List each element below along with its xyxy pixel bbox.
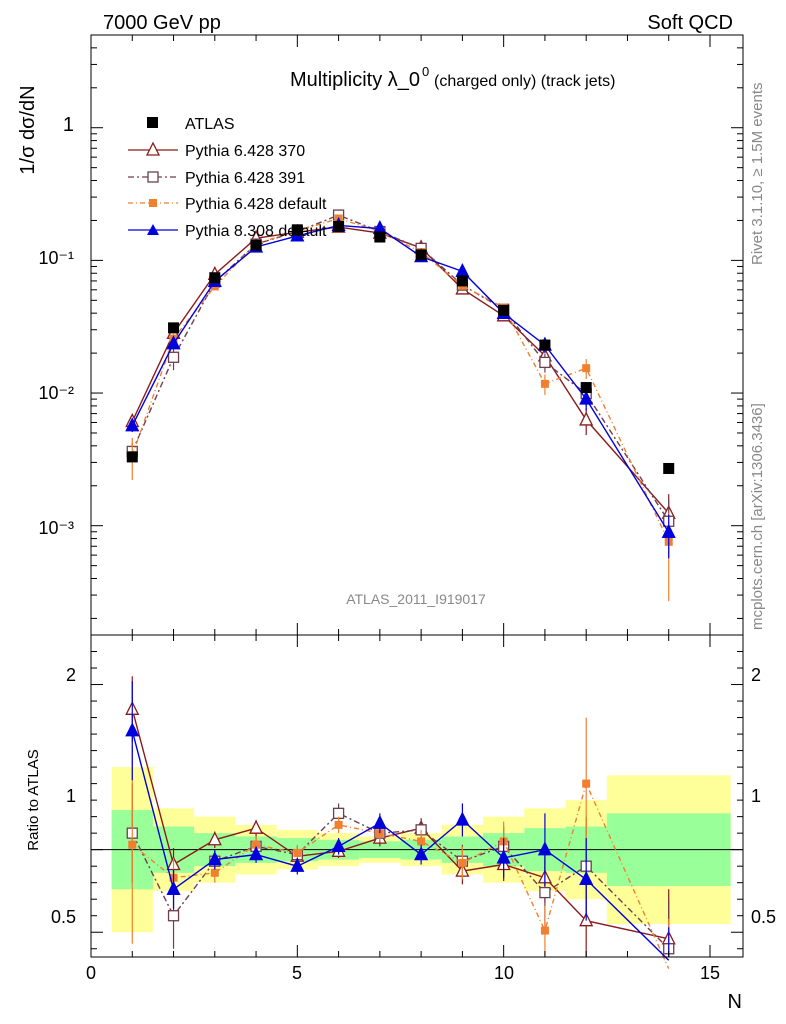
legend: ATLAS Pythia 6.428 370 Pythia 6.428 391 … [128,116,327,240]
atlas-point [126,451,138,463]
ratio-ticks [90,635,743,957]
ratio-tick-label: 2 [66,665,76,685]
ratio-point [128,840,137,849]
atlas-point [456,275,468,287]
atlas-point [374,231,386,243]
mc-point [579,390,594,405]
ratio-tick-label-right: 1 [751,786,761,806]
ratio-tick-label-right: 2 [751,665,761,685]
ratio-point [372,814,387,829]
ratio-point [582,779,591,788]
analysis-watermark: ATLAS_2011_I919017 [346,591,486,607]
atlas-point [209,272,221,284]
ratio-curves [125,676,676,969]
ratio-point [166,880,181,895]
legend-label-p6def: Pythia 6.428 default [185,196,327,213]
atlas-point [580,382,592,394]
plot-title-superscript: 0 [422,64,429,79]
y-tick-label: 10⁻¹ [38,248,74,268]
main-curves [125,209,676,602]
mc-point [167,351,180,363]
ratio-point [458,858,467,867]
mc-point [125,417,140,432]
mc-point [579,411,594,426]
atlas-point [250,239,262,251]
x-axis-label: N [728,991,742,1013]
ratio-point [167,910,180,922]
mc-point [582,364,591,373]
rivet-label: Rivet 3.1.10, ≥ 1.5M events [749,83,766,266]
ratio-point [290,857,305,872]
legend-marker-p391 [147,171,159,183]
atlas-point [415,249,427,261]
atlas-point [663,462,675,474]
mc-point [166,335,181,350]
y-tick-label: 10⁻² [38,383,74,403]
plot-title: Multiplicity λ_0 [290,69,420,91]
x-tick-label: 15 [700,963,720,983]
mc-point [661,523,676,539]
mcplots-label: mcplots.cern.ch [arXiv:1306.3436] [749,403,766,630]
category-label: Soft QCD [647,12,733,34]
x-tick-label: 10 [494,963,514,983]
ratio-y-axis-label: Ratio to ATLAS [25,749,42,850]
ratio-point [334,820,343,829]
ratio-point [125,722,140,737]
legend-label-p8def: Pythia 8.308 default [185,223,327,240]
legend-label-atlas: ATLAS [185,116,235,133]
atlas-point [333,221,345,233]
atlas-points [126,221,675,474]
ratio-tick-label: 0.5 [51,907,76,927]
atlas-point [168,322,180,334]
atlas-point [498,304,510,316]
ratio-tick-label: 1 [66,786,76,806]
energy-label: 7000 GeV pp [103,12,221,34]
ratio-frame [90,634,744,958]
ratio-point [579,870,594,886]
legend-marker-p6def [149,199,157,207]
ratio-point [414,846,429,861]
ratio-panel: Ratio to ATLAS 0.5 1 2 0.5 1 2 0 5 10 15… [25,634,776,1013]
ratio-point [540,926,549,935]
y-tick-label: 10⁻³ [38,518,74,538]
legend-label-p370: Pythia 6.428 370 [185,143,305,160]
y-axis-label: 1/σ dσ/dN [17,85,39,174]
ratio-point [496,849,511,864]
legend-marker-p370 [145,141,161,156]
ratio-point [455,811,470,826]
x-tick-label: 5 [292,963,302,983]
ratio-point [249,846,264,861]
plot-title-suffix: (charged only) (track jets) [434,73,615,90]
ratio-point [207,851,222,866]
legend-label-p391: Pythia 6.428 391 [185,170,305,187]
ratio-tick-label-right: 0.5 [751,907,776,927]
atlas-point [291,224,303,236]
ratio-point [207,831,222,846]
ratio-point [293,848,302,857]
main-panel: Multiplicity λ_0 0 (charged only) (track… [17,34,744,636]
atlas-point [539,339,551,351]
ratio-point [417,837,426,846]
ratio-point [539,886,551,899]
mc-curve-2 [131,217,670,543]
legend-marker-p8def [147,224,159,235]
mc-point [539,356,551,369]
ratio-point [537,841,552,856]
main-ticks [90,34,743,635]
mc-point [540,379,549,388]
legend-marker-atlas [147,117,158,128]
ratio-point [331,837,346,853]
y-tick-label: 1 [63,114,74,136]
ratio-point [249,819,264,834]
x-tick-label: 0 [86,963,96,983]
ratio-point [252,840,261,849]
ratio-point [210,868,219,877]
